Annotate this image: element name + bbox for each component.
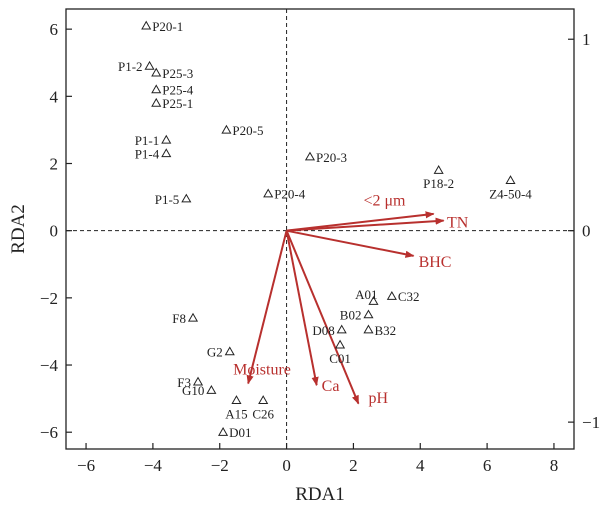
environmental-vectors: <2 μm TN BHC Moisture Ca pH	[233, 192, 469, 406]
site-label: Z4-50-4	[489, 186, 532, 201]
x-tick-label: 8	[550, 456, 559, 475]
site-label: F8	[172, 311, 186, 326]
site-label: D08	[312, 323, 334, 338]
site-label: P1-1	[135, 133, 160, 148]
vector-label: TN	[447, 215, 469, 232]
vector-arrow	[286, 211, 435, 232]
vector-arrow	[285, 230, 360, 405]
site-label: P1-5	[155, 192, 180, 207]
site-marker	[231, 395, 242, 404]
x-tick-label: 4	[416, 456, 425, 475]
y-tick-label: −2	[40, 289, 58, 308]
site-marker	[368, 296, 379, 305]
vector-label: <2 μm	[363, 192, 406, 209]
y-tick-label: −4	[40, 356, 59, 375]
right-tick-label: 0	[582, 222, 591, 241]
site-label: A01	[355, 287, 377, 302]
site-marker	[224, 346, 235, 356]
vector-arrow	[246, 230, 288, 385]
y-tick-label: 2	[50, 155, 59, 174]
site-label: C01	[329, 351, 351, 366]
x-axis-title: RDA1	[295, 484, 345, 505]
site-label: C32	[398, 289, 420, 304]
site-marker	[181, 193, 192, 203]
site-label: P1-2	[118, 59, 143, 74]
y-tick-label: 4	[50, 87, 59, 106]
x-tick-label: −6	[77, 456, 95, 475]
y-tick-label: −6	[40, 423, 58, 442]
site-label: B02	[340, 308, 362, 323]
site-marker	[363, 324, 374, 334]
site-marker	[151, 84, 162, 94]
site-label: P18-2	[423, 176, 454, 191]
site-marker	[161, 134, 172, 144]
right-tick-label: −1	[582, 413, 600, 432]
site-label: P1-4	[135, 146, 160, 161]
site-marker	[151, 67, 162, 77]
site-marker	[336, 324, 347, 334]
site-marker	[258, 395, 269, 404]
site-label: P20-5	[232, 123, 263, 138]
y-tick-label: 0	[50, 222, 59, 241]
vector-label: pH	[368, 390, 388, 407]
site-marker	[187, 312, 199, 322]
y-axis-title: RDA2	[8, 204, 29, 254]
x-tick-label: 6	[483, 456, 492, 475]
y-tick-label: 6	[50, 20, 59, 39]
site-label: A15	[225, 406, 247, 421]
site-marker	[304, 151, 316, 161]
site-marker	[151, 97, 162, 107]
x-axis-ticks: −6 −4 −2 0 2 4 6 8	[77, 443, 558, 475]
vector-arrow	[286, 217, 445, 232]
x-tick-label: 2	[349, 456, 358, 475]
site-marker	[221, 124, 232, 134]
site-label: B32	[374, 323, 396, 338]
right-axis-ticks: −1 0 1	[568, 30, 600, 432]
x-tick-label: −2	[211, 456, 229, 475]
site-label: P25-4	[162, 83, 194, 98]
right-tick-label: 1	[582, 30, 591, 49]
site-label: P25-3	[162, 66, 193, 81]
zero-reference-lines	[66, 9, 574, 449]
vector-arrow	[285, 230, 319, 387]
site-marker	[141, 20, 152, 30]
site-marker	[386, 290, 397, 300]
site-marker	[192, 376, 204, 386]
site-label: G10	[182, 383, 204, 398]
site-marker	[161, 148, 172, 158]
vector-label: Moisture	[233, 361, 291, 378]
site-label: D01	[229, 425, 251, 440]
site-marker	[363, 309, 374, 319]
site-marker	[433, 165, 444, 174]
site-marker	[334, 339, 346, 349]
site-marker	[206, 385, 217, 394]
site-label: P20-4	[274, 187, 306, 202]
vector-label: Ca	[322, 378, 340, 395]
site-marker	[144, 60, 155, 70]
x-tick-label: −4	[144, 456, 163, 475]
x-tick-label: 0	[282, 456, 291, 475]
site-label: P20-1	[152, 19, 183, 34]
vector-label: BHC	[419, 254, 452, 271]
site-marker	[263, 188, 274, 198]
y-axis-ticks: −6 −4 −2 0 2 4 6	[40, 20, 72, 442]
site-marker	[218, 426, 229, 436]
site-marker	[505, 175, 516, 184]
vector-arrow	[286, 229, 415, 258]
site-label: P20-3	[316, 150, 347, 165]
site-label: F3	[177, 375, 191, 390]
site-label: C26	[252, 406, 274, 421]
site-label: G2	[207, 345, 223, 360]
plot-frame	[65, 8, 575, 450]
site-label: P25-1	[162, 96, 193, 111]
